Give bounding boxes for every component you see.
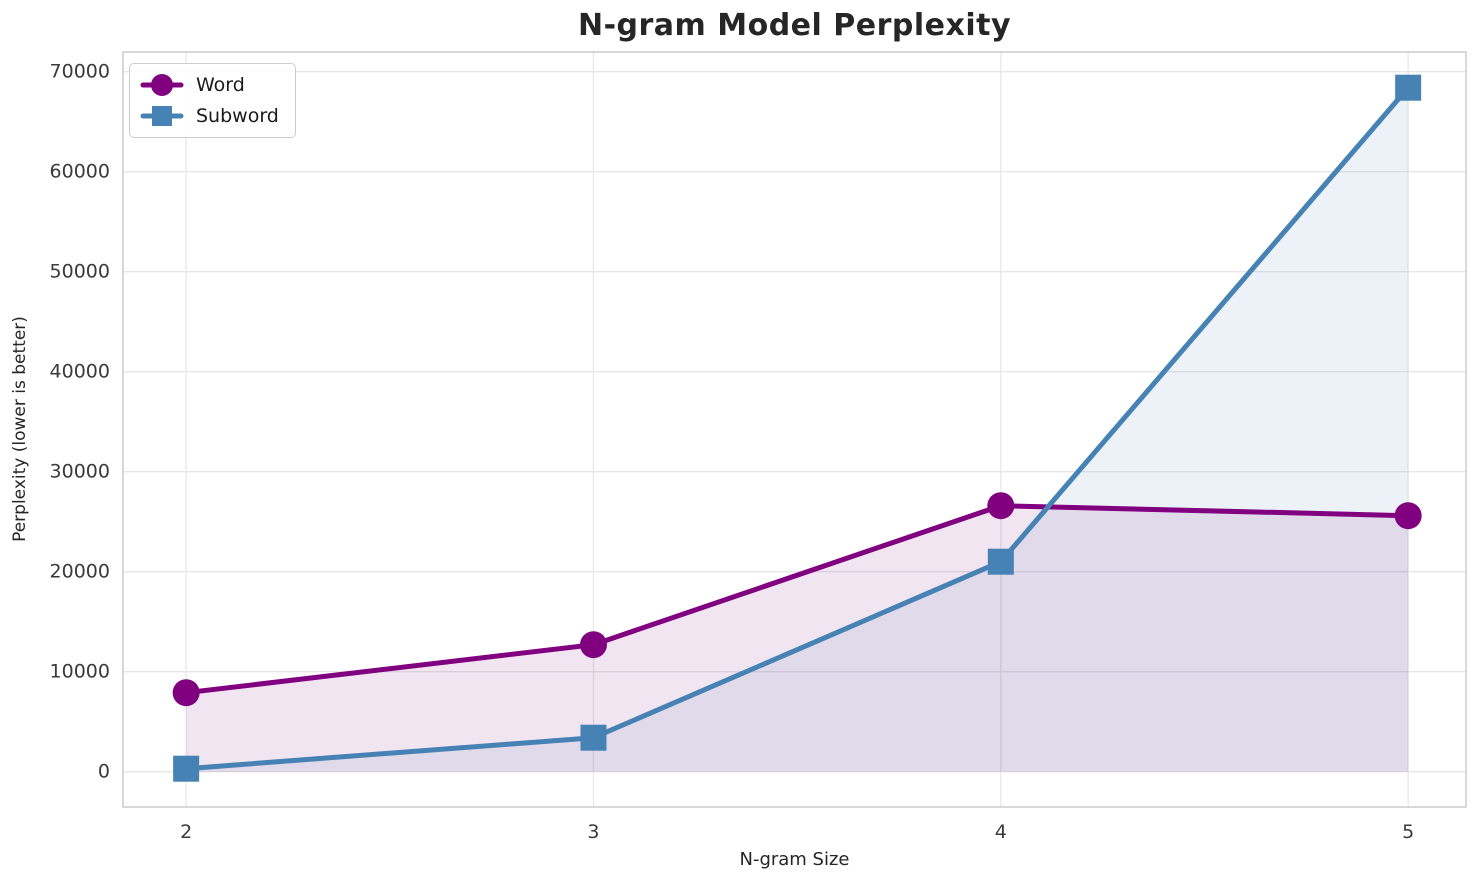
y-axis-label: Perplexity (lower is better) bbox=[10, 316, 30, 542]
y-tick-label: 20000 bbox=[50, 561, 110, 583]
x-tick-label: 2 bbox=[180, 821, 192, 843]
chart-title: N-gram Model Perplexity bbox=[577, 8, 1012, 43]
subword-series-square-marker-icon bbox=[140, 106, 184, 126]
x-axis-label: N-gram Size bbox=[739, 849, 850, 870]
y-tick-label: 0 bbox=[98, 761, 110, 783]
plot-border bbox=[122, 51, 1467, 808]
y-tick-label: 30000 bbox=[50, 461, 110, 483]
word-series-circle-marker-icon bbox=[140, 74, 184, 96]
subword-data-point-marker bbox=[580, 724, 607, 751]
subword-data-point-marker bbox=[1395, 74, 1422, 101]
y-tick-label: 10000 bbox=[50, 661, 110, 683]
legend: Word Subword bbox=[129, 63, 296, 138]
subword-series-area bbox=[186, 87, 1409, 772]
word-data-point-marker bbox=[987, 492, 1015, 520]
y-tick-label: 40000 bbox=[50, 361, 110, 383]
y-tick-label: 50000 bbox=[50, 261, 110, 283]
x-tick-label: 4 bbox=[995, 821, 1007, 843]
legend-item-subword: Subword bbox=[140, 103, 279, 129]
x-tick-label: 5 bbox=[1402, 821, 1414, 843]
word-data-point-marker bbox=[579, 631, 607, 659]
x-tick-label: 3 bbox=[587, 821, 599, 843]
word-data-point-marker bbox=[172, 679, 200, 707]
subword-series-line bbox=[183, 85, 1411, 772]
word-series-area bbox=[186, 505, 1409, 772]
legend-item-word: Word bbox=[140, 72, 279, 98]
word-series-line bbox=[183, 503, 1411, 696]
word-data-point-marker bbox=[1394, 502, 1422, 530]
y-tick-label: 60000 bbox=[50, 161, 110, 183]
y-tick-label: 70000 bbox=[50, 61, 110, 83]
legend-label-word: Word bbox=[196, 74, 245, 96]
subword-data-point-marker bbox=[987, 548, 1014, 575]
legend-label-subword: Subword bbox=[196, 105, 279, 127]
subword-data-point-marker bbox=[173, 755, 200, 782]
